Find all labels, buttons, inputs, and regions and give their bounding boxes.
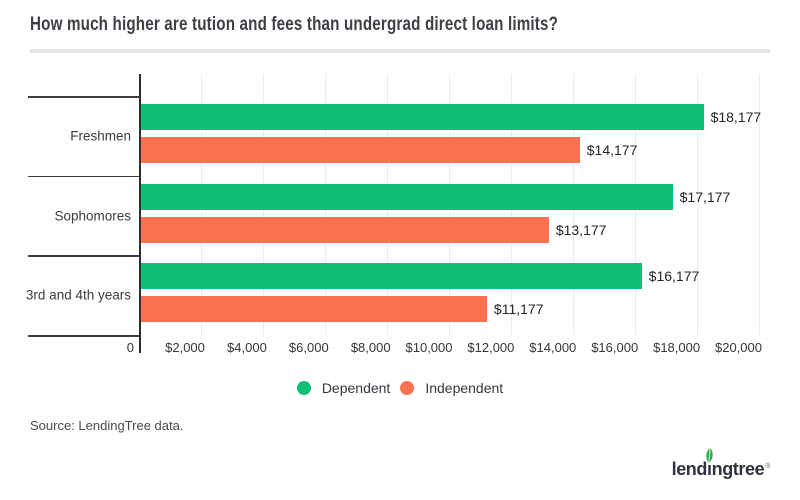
category-tick-line: [28, 175, 140, 178]
gridline: [758, 74, 760, 335]
legend-label: Dependent: [321, 380, 391, 396]
source-attribution: Source: LendingTree data.: [30, 418, 184, 433]
bar-dependent: [141, 263, 642, 290]
x-axis-tick-label: $8,000: [350, 340, 391, 355]
lendingtree-logo: lendı ngtree®: [671, 447, 770, 480]
x-axis-tick-label: $2,000: [165, 340, 205, 355]
x-axis-tick-label: $10,000: [405, 340, 453, 355]
x-axis-tick-label: $12,000: [467, 340, 515, 355]
x-axis-tick-label: $20,000: [715, 340, 762, 355]
logo-text: lend: [671, 459, 708, 479]
category-label: Sophomores: [54, 208, 131, 223]
bar-value-label: $13,177: [555, 221, 607, 238]
legend-item-dependent: Dependent: [296, 380, 391, 396]
legend-item-independent: Independent: [400, 380, 503, 396]
logo-letter-i: ı: [701, 447, 718, 479]
chart-title: How much higher are tution and fees than…: [30, 14, 559, 35]
title-divider: [30, 49, 770, 53]
dependent-dot-icon: [296, 381, 311, 395]
x-axis-tick-label: $6,000: [288, 340, 329, 355]
x-axis-tick-label: $16,000: [591, 340, 639, 355]
x-axis-tick-label: $4,000: [227, 340, 267, 355]
bar-value-label: $14,177: [586, 142, 638, 158]
bar-value-label: $18,177: [710, 109, 762, 125]
y-axis-line: [139, 74, 141, 353]
category-label: 3rd and 4th years: [25, 287, 131, 303]
category-tick-line: [28, 255, 140, 257]
x-axis-tick-label: 0: [126, 340, 134, 355]
legend-label: Independent: [425, 380, 504, 396]
gridline: [696, 74, 698, 335]
bar-independent: [141, 216, 549, 243]
independent-dot-icon: [400, 381, 415, 395]
bar-independent: [141, 296, 487, 323]
bar-value-label: $17,177: [679, 188, 731, 205]
bar-dependent: [141, 104, 704, 130]
registered-trademark: ®: [765, 463, 770, 470]
category-tick-line: [28, 335, 140, 337]
bar-independent: [141, 137, 580, 163]
bar-value-label: $11,177: [493, 301, 544, 318]
x-axis-tick-label: $14,000: [529, 340, 577, 355]
logo-wordmark: lendı ngtree®: [671, 447, 770, 479]
bar-value-label: $16,177: [648, 268, 700, 285]
x-axis-tick-label: $18,000: [653, 340, 701, 355]
category-label: Freshmen: [70, 128, 131, 144]
logo-text: ngtree: [711, 459, 765, 479]
bar-dependent: [141, 183, 673, 210]
category-tick-line: [28, 96, 140, 98]
chart-legend: Dependent Independent: [0, 380, 800, 396]
